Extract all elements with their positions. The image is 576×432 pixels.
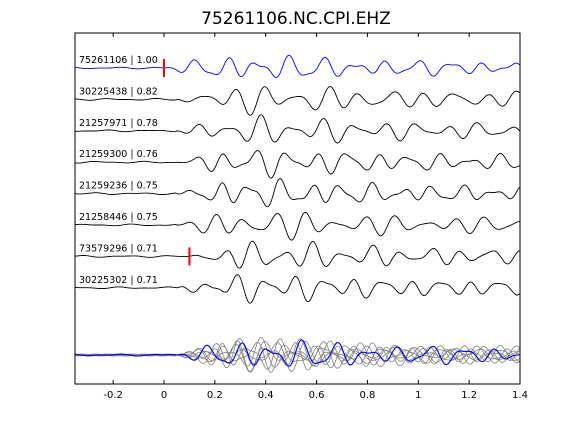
trace-0-waveform [74,54,520,78]
picks-layer [163,59,191,266]
chart-title: 75261106.NC.CPI.EHZ [201,9,391,29]
x-tick-label: 1 [415,390,421,401]
x-tick-label: 0.2 [207,390,223,401]
stack-overlay-trace-6 [74,337,520,369]
trace-1-waveform [75,86,520,116]
trace-6-label: 73579296 | 0.71 [79,243,158,254]
x-tick-label: 0.4 [258,390,274,401]
x-axis: -0.2 0 0.2 0.4 0.6 0.8 1 1.2 1.4 [103,33,528,401]
x-tick-label: -0.2 [103,390,123,401]
trace-1-label: 30225438 | 0.82 [79,86,158,97]
x-tick-label: 0.8 [359,390,375,401]
trace-3-waveform [75,150,520,179]
trace-2-label: 21257971 | 0.78 [79,118,158,129]
trace-6-waveform [74,240,520,269]
trace-7-label: 30225302 | 0.71 [79,275,158,286]
x-tick-label: 0 [161,390,167,401]
x-tick-label: 1.4 [512,390,528,401]
x-tick-label: 1.2 [461,390,477,401]
x-tick-label: 0.6 [309,390,325,401]
trace-0-label: 75261106 | 1.00 [79,55,158,66]
trace-5-label: 21258446 | 0.75 [79,212,158,223]
trace-4-waveform [75,178,520,208]
plot-frame [74,32,521,385]
traces-layer: 75261106 | 1.00 30225438 | 0.82 21257971 |… [74,54,520,304]
trace-7-waveform [74,274,520,304]
trace-2-waveform [75,114,520,144]
stack-overlay-panel [74,337,520,373]
trace-5-waveform [74,212,520,241]
stack-master-trace [74,339,520,367]
trace-4-label: 21259236 | 0.75 [79,181,158,192]
trace-3-label: 21259300 | 0.76 [79,149,158,160]
